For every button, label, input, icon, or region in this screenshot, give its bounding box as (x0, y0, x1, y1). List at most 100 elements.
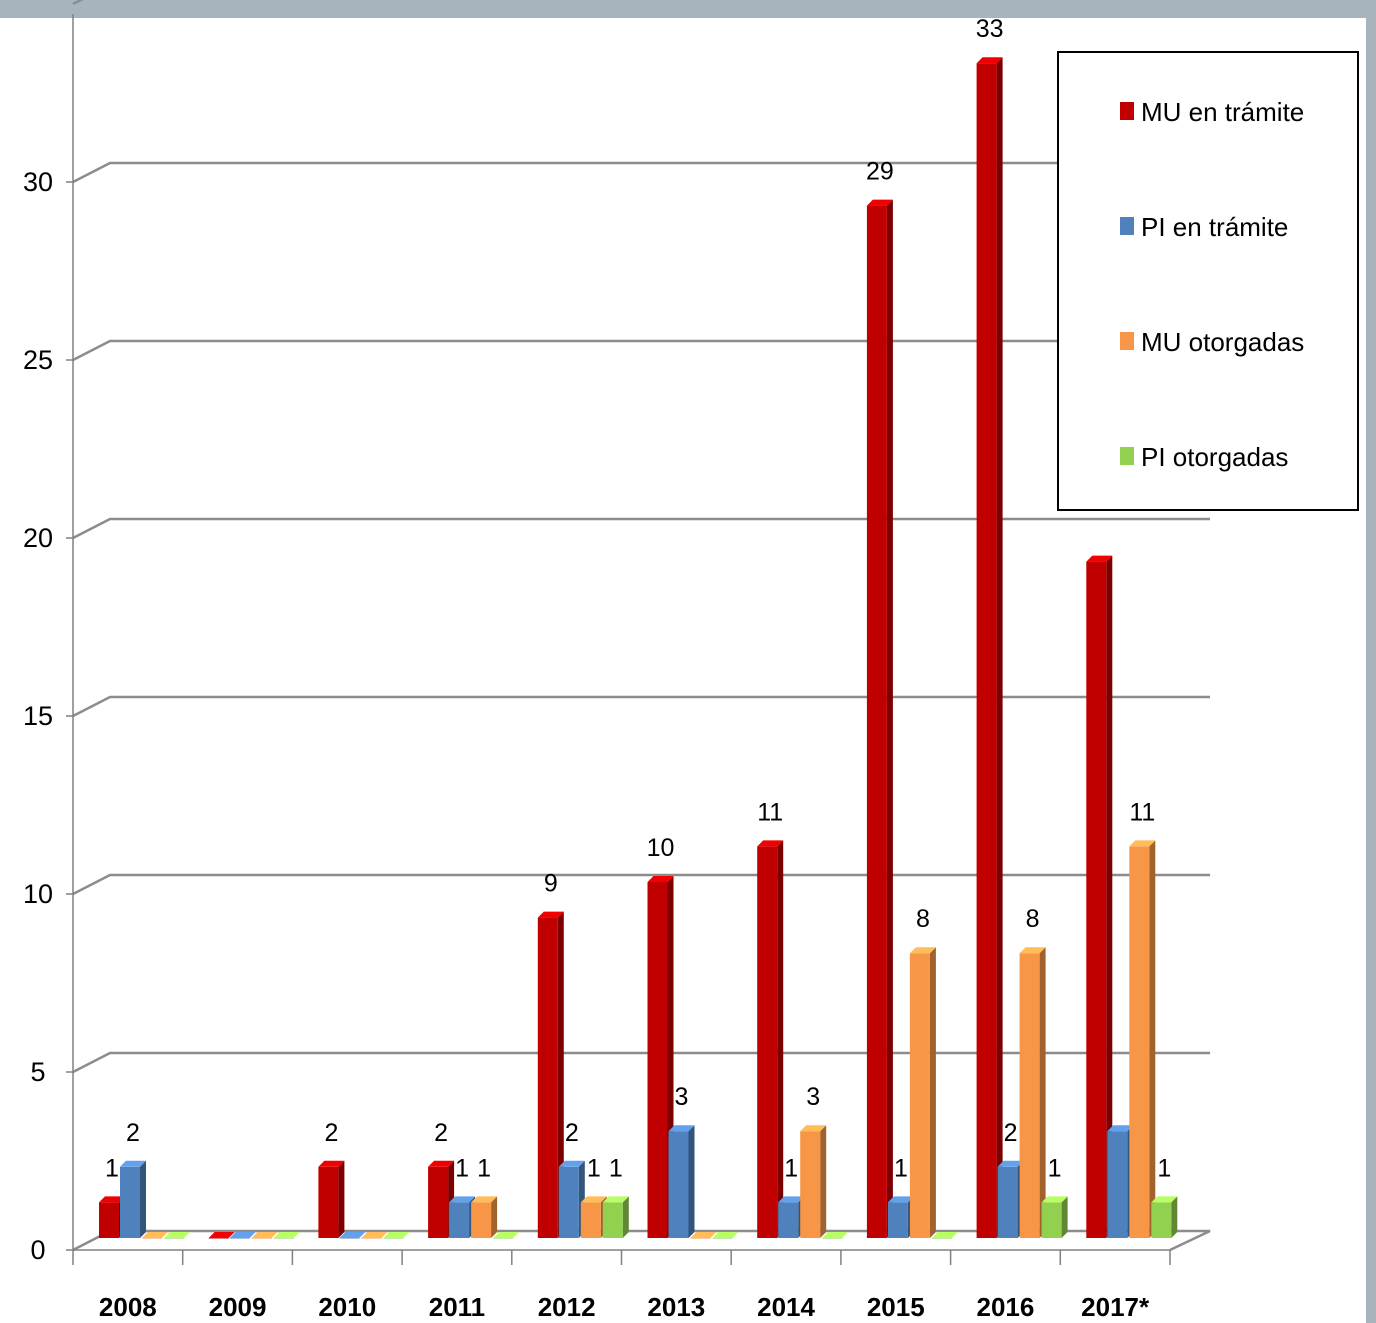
bar-pi-otorgadas (712, 1232, 739, 1239)
bar-pi-otorgadas (1151, 1196, 1178, 1238)
bar-side (338, 1160, 345, 1238)
bar-top (251, 1232, 278, 1238)
data-label: 8 (1026, 905, 1040, 933)
data-label: 2 (565, 1119, 579, 1147)
bar-mu-en-tr-mite (976, 57, 1003, 1239)
data-label: 33 (976, 15, 1004, 43)
bar-side (1039, 947, 1046, 1238)
data-label: 1 (1157, 1154, 1171, 1182)
bar-top (931, 1232, 958, 1238)
bar-front (120, 1166, 140, 1238)
bar-mu-otorgadas (361, 1232, 388, 1239)
bar-mu-otorgadas (690, 1232, 717, 1239)
bar-top (99, 1196, 125, 1203)
bar-pi-otorgadas (273, 1232, 300, 1239)
bar-top (339, 1232, 366, 1238)
bar-pi-otorgadas (383, 1232, 410, 1239)
bar-front (558, 1166, 579, 1238)
bar-top (602, 1196, 629, 1203)
bar-side (1149, 840, 1156, 1238)
data-label: 8 (916, 905, 930, 933)
bar-front (318, 1166, 339, 1238)
bar-top (822, 1232, 849, 1238)
bar-front (449, 1202, 470, 1238)
y-tick-label: 5 (30, 1057, 45, 1087)
bar-top (800, 1125, 827, 1132)
bar-front (273, 1238, 294, 1239)
data-label: 2 (434, 1119, 448, 1147)
bar-front (1019, 953, 1040, 1238)
data-label: 10 (647, 834, 675, 862)
bar-top (668, 1125, 695, 1132)
bar-top (976, 57, 1003, 64)
bar-front (1151, 1202, 1172, 1238)
data-label: 2 (126, 1119, 140, 1147)
bar-front (887, 1202, 908, 1238)
data-label: 9 (544, 870, 558, 898)
bar-pi-otorgadas (1041, 1196, 1068, 1238)
bar-side (1061, 1196, 1068, 1238)
legend-swatch (1120, 332, 1134, 350)
bar-top (1086, 555, 1113, 562)
data-label: 1 (455, 1154, 469, 1182)
data-label: 11 (757, 798, 783, 826)
data-label: 1 (105, 1154, 119, 1182)
bar-top (428, 1160, 455, 1167)
bar-front (361, 1238, 382, 1239)
bar-top (997, 1160, 1024, 1167)
bar-side (491, 1196, 498, 1238)
x-category-label: 2009 (209, 1292, 267, 1322)
bar-front (99, 1202, 119, 1238)
bar-top (558, 1160, 585, 1167)
bar-side (777, 840, 784, 1238)
bar-side (1171, 1196, 1178, 1238)
bar-mu-otorgadas (471, 1196, 498, 1238)
bar-top (866, 199, 893, 206)
bar-front (931, 1238, 952, 1239)
bar-front (339, 1238, 360, 1239)
bar-top (208, 1232, 235, 1238)
bar-top (1151, 1196, 1178, 1203)
bar-side (929, 947, 936, 1238)
bar-mu-en-tr-mite (208, 1232, 235, 1239)
x-category-label: 2014 (757, 1292, 815, 1322)
data-label: 1 (609, 1154, 623, 1182)
bar-pi-otorgadas (493, 1232, 520, 1239)
legend-label: MU en trámite (1141, 97, 1304, 127)
bar-front (493, 1238, 514, 1239)
bar-top (1041, 1196, 1068, 1203)
bar-front (909, 953, 930, 1238)
bar-mu-en-tr-mite (757, 840, 784, 1238)
bar-front (471, 1202, 492, 1238)
data-label: 29 (866, 158, 894, 186)
bar-top (318, 1160, 345, 1167)
bar-front (757, 846, 778, 1238)
legend-swatch (1120, 217, 1134, 235)
bar-top (142, 1232, 168, 1238)
bar-top (712, 1232, 739, 1238)
bar-front (778, 1202, 799, 1238)
bar-pi-otorgadas (602, 1196, 629, 1238)
legend-label: PI en trámite (1141, 212, 1288, 242)
bar-front (1129, 846, 1150, 1238)
data-label: 3 (675, 1083, 689, 1111)
bar-top (887, 1196, 914, 1203)
bar-mu-en-tr-mite (318, 1160, 345, 1238)
bar-top (229, 1232, 256, 1238)
bar-top (1129, 840, 1156, 847)
x-category-label: 2012 (538, 1292, 596, 1322)
bar-top (778, 1196, 805, 1203)
bar-pi-otorgadas (164, 1232, 190, 1239)
legend-label: PI otorgadas (1141, 442, 1288, 472)
data-label: 1 (587, 1154, 601, 1182)
bar-top (757, 840, 784, 847)
bar-mu-otorgadas (800, 1125, 827, 1238)
bar-mu-otorgadas (909, 947, 936, 1238)
gridline (72, 161, 1210, 184)
bar-mu-en-tr-mite (537, 911, 564, 1238)
bar-side (1106, 555, 1113, 1238)
bar-pi-otorgadas (822, 1232, 849, 1239)
x-category-label: 2015 (867, 1292, 925, 1322)
data-label: 11 (1129, 798, 1155, 826)
x-category-label: 2017* (1081, 1292, 1150, 1322)
